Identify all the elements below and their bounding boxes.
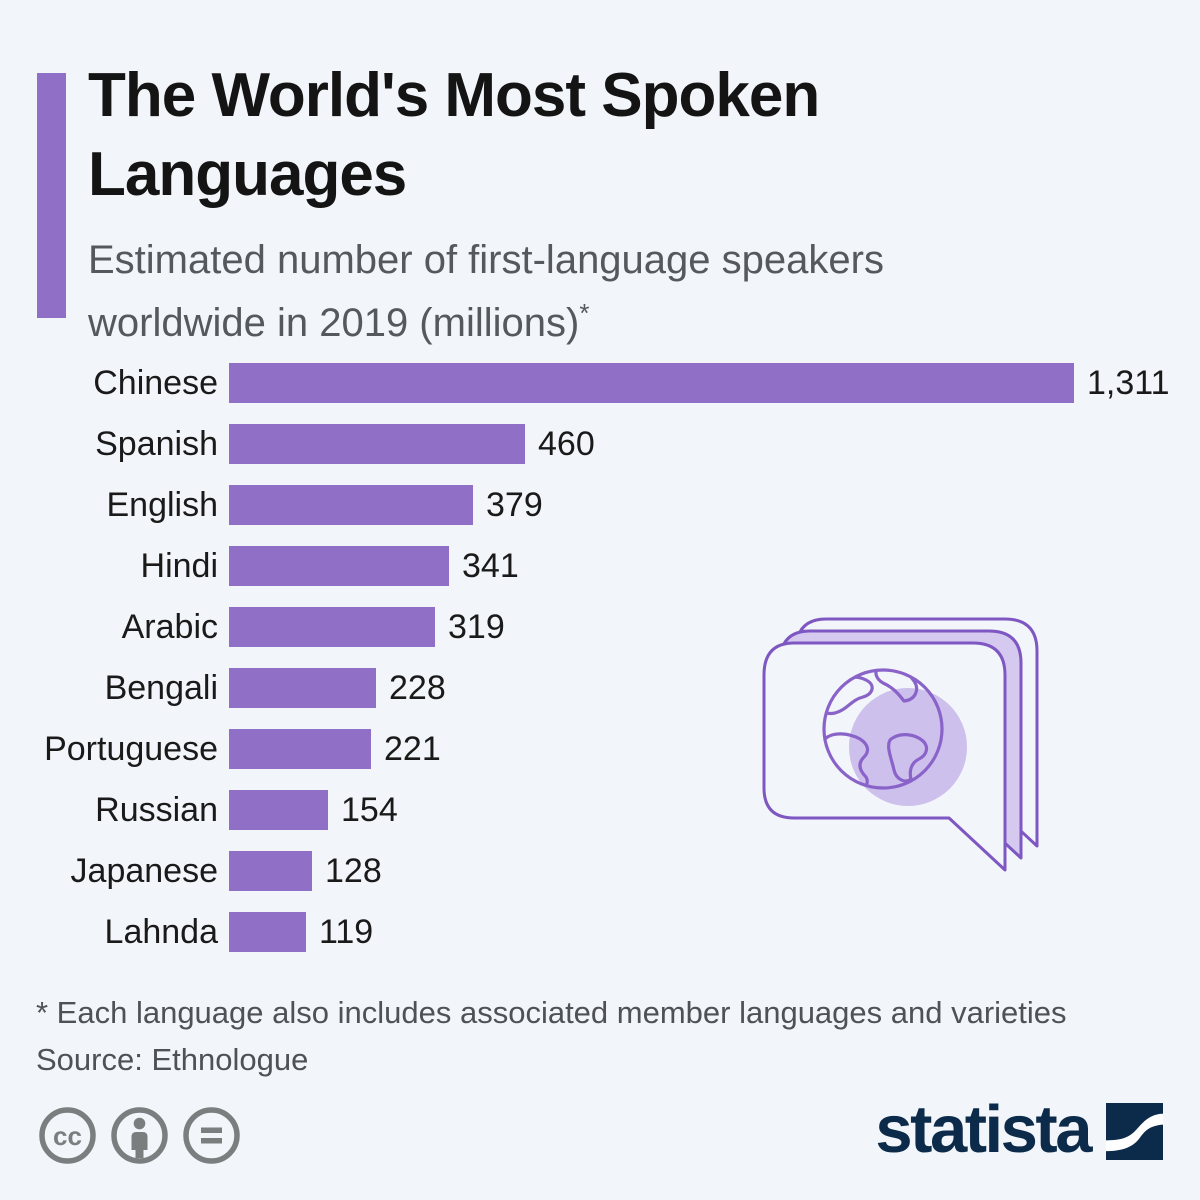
bar-row-russian: Russian 154 — [0, 790, 1200, 830]
bar-row-arabic: Arabic 319 — [0, 607, 1200, 647]
bar-value: 1,311 — [1087, 363, 1170, 402]
bar-row-bengali: Bengali 228 — [0, 668, 1200, 708]
speech-bubble-globe-icon — [762, 617, 1039, 872]
bar — [229, 668, 376, 708]
bar-label: Arabic — [121, 607, 218, 646]
chart-subtitle: Estimated number of first-language speak… — [88, 234, 884, 350]
bar-value: 228 — [389, 668, 446, 707]
bar-label: Russian — [95, 790, 218, 829]
equals-icon[interactable] — [182, 1106, 241, 1165]
title-line-1: The World's Most Spoken — [88, 61, 820, 130]
bar-row-japanese: Japanese 128 — [0, 851, 1200, 891]
bar-row-chinese: Chinese 1,311 — [0, 363, 1200, 403]
bar-label: Spanish — [95, 424, 218, 463]
bar-value: 128 — [325, 851, 382, 890]
page-title: The World's Most Spoken Languages — [88, 56, 820, 214]
bar — [229, 607, 435, 647]
bar-label: Bengali — [104, 668, 218, 707]
bar-value: 460 — [538, 424, 595, 463]
footnote: * Each language also includes associated… — [36, 995, 1067, 1030]
bar-value: 119 — [319, 912, 374, 951]
title-accent-bar — [37, 73, 66, 318]
statista-swoosh-icon — [1106, 1103, 1163, 1160]
bar-label: Portuguese — [44, 729, 218, 768]
subtitle-line-1: Estimated number of first-language speak… — [88, 238, 884, 282]
license-row: cc — [38, 1106, 241, 1165]
bar-row-spanish: Spanish 460 — [0, 424, 1200, 464]
bar — [229, 546, 449, 586]
bar-value: 221 — [384, 729, 441, 768]
bar — [229, 790, 328, 830]
bar-value: 341 — [462, 546, 519, 585]
attribution-person-icon[interactable] — [110, 1106, 169, 1165]
bar-row-portuguese: Portuguese 221 — [0, 729, 1200, 769]
footnote-block: * Each language also includes associated… — [36, 989, 1067, 1083]
bar-label: Japanese — [70, 851, 218, 890]
bar-value: 319 — [448, 607, 505, 646]
bar — [229, 424, 525, 464]
bar-label: Hindi — [140, 546, 218, 585]
bar — [229, 485, 473, 525]
statista-wordmark: statista — [875, 1092, 1092, 1167]
bar-row-lahnda: Lahnda 119 — [0, 912, 1200, 952]
source: Source: Ethnologue — [36, 1042, 309, 1077]
bar-row-hindi: Hindi 341 — [0, 546, 1200, 586]
statista-logo[interactable]: statista — [875, 1096, 1163, 1167]
bar — [229, 729, 371, 769]
bar — [229, 912, 306, 952]
subtitle-line-2: worldwide in 2019 (millions) — [88, 301, 580, 345]
bar-label: Chinese — [93, 363, 218, 402]
bar-row-english: English 379 — [0, 485, 1200, 525]
bar — [229, 851, 312, 891]
cc-icon[interactable]: cc — [38, 1106, 97, 1165]
title-line-2: Languages — [88, 140, 407, 209]
bar-chart: Chinese 1,311 Spanish 460 English 379 Hi… — [0, 363, 1200, 973]
bar-value: 379 — [486, 485, 543, 524]
subtitle-footnote-marker: * — [579, 298, 590, 328]
speech-bubble-globe-illustration — [752, 598, 1052, 903]
bar — [229, 363, 1074, 403]
bar-value: 154 — [341, 790, 398, 829]
bar-label: English — [106, 485, 218, 524]
bar-label: Lahnda — [104, 912, 218, 951]
svg-text:cc: cc — [53, 1121, 82, 1151]
